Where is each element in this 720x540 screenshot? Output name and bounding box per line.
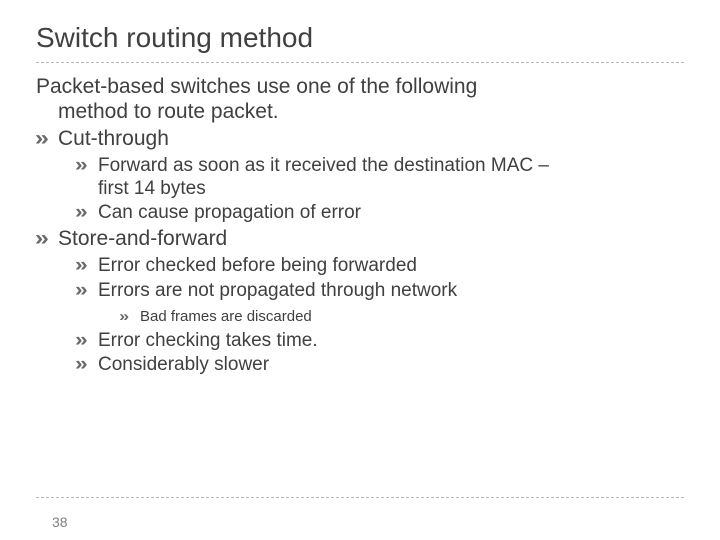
item-saf-label: Store-and-forward xyxy=(58,227,227,250)
saf-sub4: Considerably slower xyxy=(76,354,684,376)
bullet-list-l1: Cut-through Forward as soon as it receiv… xyxy=(36,127,684,377)
slide-body: Packet-based switches use one of the fol… xyxy=(36,75,684,377)
ct-sub1: Forward as soon as it received the desti… xyxy=(76,155,684,200)
slide-title: Switch routing method xyxy=(36,22,684,54)
divider-top xyxy=(36,62,684,63)
divider-bottom xyxy=(36,497,684,498)
item-cut-through-label: Cut-through xyxy=(58,127,169,150)
saf-sub2-sub1: Bad frames are discarded xyxy=(120,308,684,326)
intro-line2: method to route packet. xyxy=(36,100,684,125)
intro-text: Packet-based switches use one of the fol… xyxy=(36,75,684,125)
ct-sub1-line1: Forward as soon as it received the desti… xyxy=(98,155,549,176)
page-number: 38 xyxy=(52,514,68,530)
saf-sub2: Errors are not propagated through networ… xyxy=(76,280,684,326)
saf-sub2-text: Errors are not propagated through networ… xyxy=(98,280,457,301)
ct-sub1-line2: first 14 bytes xyxy=(98,178,206,199)
saf-sub1: Error checked before being forwarded xyxy=(76,255,684,277)
saf-sub3: Error checking takes time. xyxy=(76,330,684,352)
slide: Switch routing method Packet-based switc… xyxy=(0,0,720,540)
ct-sub2: Can cause propagation of error xyxy=(76,202,684,224)
saf-sublist: Error checked before being forwarded Err… xyxy=(76,255,684,376)
item-store-and-forward: Store-and-forward Error checked before b… xyxy=(36,227,684,377)
saf-sub2-sublist: Bad frames are discarded xyxy=(120,308,684,326)
intro-line1: Packet-based switches use one of the fol… xyxy=(36,75,684,100)
item-cut-through: Cut-through Forward as soon as it receiv… xyxy=(36,127,684,225)
cut-through-sublist: Forward as soon as it received the desti… xyxy=(76,155,684,224)
